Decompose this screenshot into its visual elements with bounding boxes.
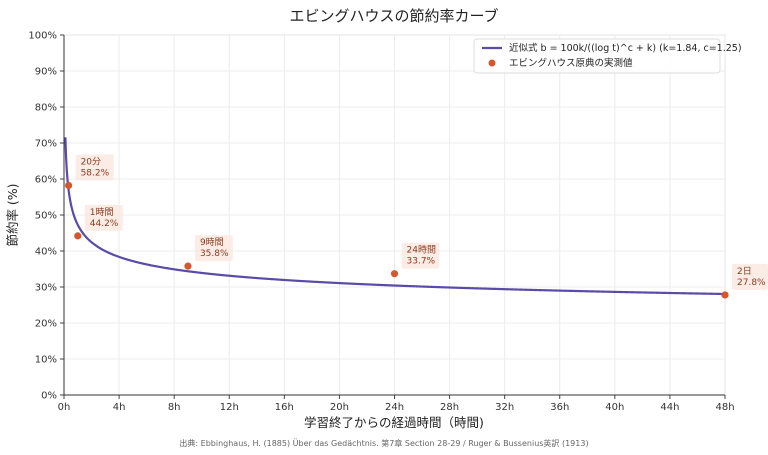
- annotation-time-label: 24時間: [407, 245, 436, 256]
- annotation-time-label: 2日: [737, 266, 752, 277]
- chart-title: エビングハウスの節約率カーブ: [289, 7, 498, 25]
- x-tick-label: 12h: [220, 402, 239, 413]
- legend: 近似式 b = 100k/((log t)^c + k) (k=1.84, c=…: [473, 38, 742, 74]
- y-tick-label: 30%: [35, 283, 57, 294]
- y-tick-label: 0%: [41, 391, 57, 402]
- annotation-time-label: 1時間: [90, 207, 114, 218]
- source-note: 出典: Ebbinghaus, H. (1885) Über das Gedäc…: [179, 438, 588, 448]
- x-tick-label: 16h: [275, 402, 294, 413]
- data-point: [721, 291, 729, 299]
- y-tick-label: 80%: [35, 103, 57, 114]
- x-tick-label: 8h: [168, 402, 181, 413]
- annotation-value-label: 35.8%: [200, 249, 229, 259]
- legend-point-label: エビングハウス原典の実測値: [509, 57, 633, 69]
- annotation-time-label: 9時間: [200, 237, 224, 248]
- y-tick-label: 40%: [35, 247, 57, 258]
- x-tick-label: 24h: [385, 402, 404, 413]
- annotation-box: [732, 263, 768, 290]
- fitted-curve-line: [64, 137, 726, 296]
- x-tick-label: 20h: [330, 402, 349, 413]
- y-tick-label: 70%: [35, 139, 57, 150]
- annotation-box: [75, 154, 114, 181]
- x-tick-label: 36h: [550, 402, 569, 413]
- x-tick-label: 44h: [660, 402, 679, 413]
- curve-layer: [64, 137, 726, 296]
- y-tick-label: 60%: [35, 175, 57, 186]
- annotation-value-label: 33.7%: [407, 257, 436, 267]
- annotation-value-label: 27.8%: [737, 278, 766, 288]
- annotation-value-label: 58.2%: [81, 168, 110, 178]
- annotation-time-label: 20分: [81, 156, 101, 167]
- y-axis-label: 節約率 (%): [5, 183, 20, 246]
- data-point: [74, 232, 82, 240]
- x-tick-label: 0h: [58, 402, 71, 413]
- annotation-box: [401, 242, 440, 269]
- y-tick-label: 20%: [35, 319, 57, 330]
- x-axis-label: 学習終了からの経過時間（時間): [304, 415, 484, 430]
- axes: 0h 4h 8h 12h 16h 20h 24h 28h 32h 36h 40h 44h 48h 0% 10…: [28, 31, 734, 414]
- annotation-box: [194, 235, 233, 262]
- data-point: [184, 262, 192, 270]
- grid: [63, 34, 726, 396]
- x-tick-label: 32h: [495, 402, 514, 413]
- data-point: [390, 270, 399, 278]
- legend-point-swatch: [488, 59, 496, 67]
- x-tick-label: 28h: [440, 402, 459, 413]
- annotation-value-label: 44.2%: [90, 219, 119, 229]
- y-tick-label: 10%: [35, 355, 57, 366]
- x-tick-label: 40h: [605, 402, 624, 413]
- y-tick-label: 90%: [35, 67, 57, 78]
- y-tick-label: 50%: [35, 211, 57, 222]
- x-tick-label: 4h: [113, 402, 126, 413]
- data-point: [64, 181, 73, 190]
- legend-box: [473, 38, 721, 74]
- x-tick-label: 48h: [715, 402, 734, 413]
- y-tick-label: 100%: [28, 31, 57, 42]
- annotation-box: [84, 204, 123, 231]
- legend-line-label: 近似式 b = 100k/((log t)^c + k) (k=1.84, c=…: [509, 42, 742, 54]
